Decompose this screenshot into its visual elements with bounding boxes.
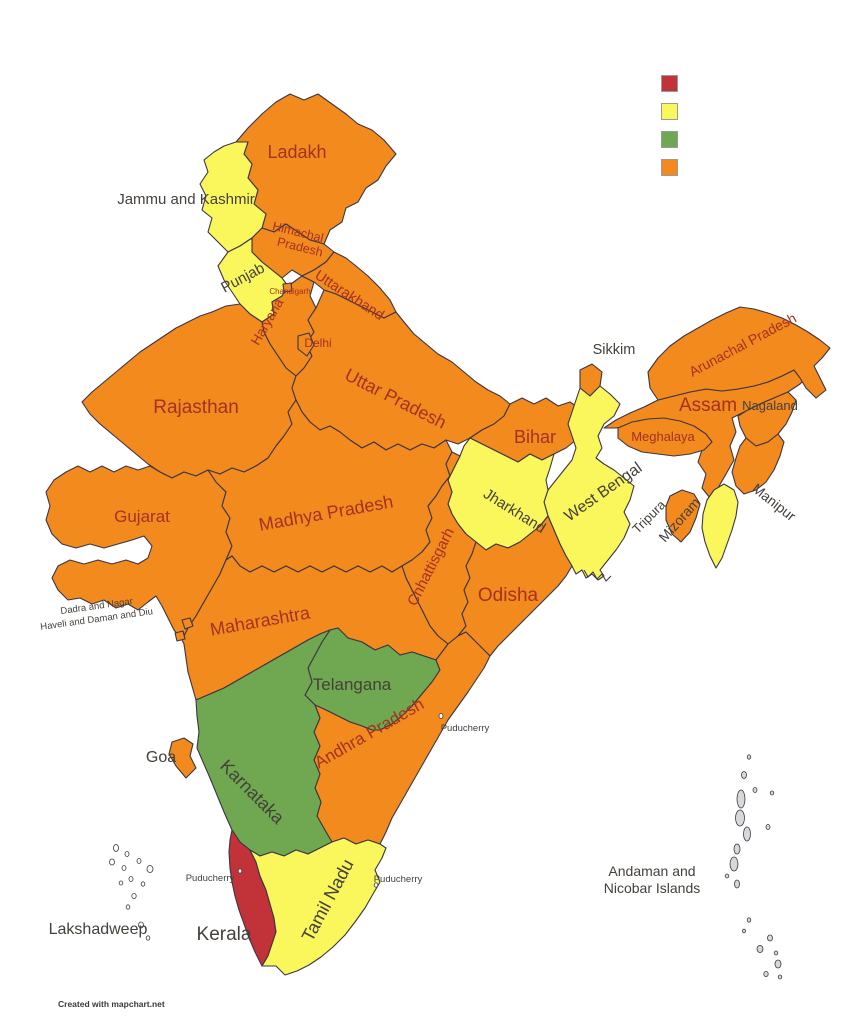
region-label-puducherry: Puducherry	[441, 723, 490, 734]
region-nagaland[interactable]	[737, 391, 797, 447]
region-lakshadweep[interactable]	[121, 865, 127, 871]
legend-swatch-red[interactable]	[661, 75, 678, 92]
region-andaman-and-nicobar-islands[interactable]	[769, 790, 775, 796]
region-mizoram[interactable]	[701, 483, 739, 569]
region-lakshadweep[interactable]	[138, 921, 144, 929]
region-lakshadweep[interactable]	[131, 893, 137, 900]
region-arunachal-pradesh[interactable]	[647, 306, 831, 401]
region-label-rajasthan: Rajasthan	[153, 397, 239, 418]
region-andaman-and-nicobar-islands[interactable]	[774, 959, 782, 969]
region-andaman-and-nicobar-islands[interactable]	[724, 873, 730, 879]
region-delhi[interactable]	[297, 332, 315, 357]
region-andaman-and-nicobar-islands[interactable]	[743, 826, 751, 842]
region-label-delhi: Delhi	[304, 336, 331, 350]
region-manipur[interactable]	[731, 433, 785, 495]
region-label-chandigarh: Chandigarh	[269, 287, 310, 296]
region-andaman-and-nicobar-islands[interactable]	[729, 856, 739, 872]
region-andaman-and-nicobar-islands[interactable]	[746, 754, 752, 760]
region-goa[interactable]	[168, 737, 197, 779]
region-lakshadweep[interactable]	[128, 876, 134, 882]
region-meghalaya[interactable]	[617, 417, 713, 457]
region-west-bengal[interactable]	[543, 385, 635, 581]
region-label-andaman-and-nicobar-islands: Andaman and	[608, 863, 695, 879]
region-andaman-and-nicobar-islands[interactable]	[746, 917, 752, 923]
region-karnataka[interactable]	[195, 629, 333, 857]
region-label-goa: Goa	[146, 749, 176, 766]
region-andaman-and-nicobar-islands[interactable]	[763, 971, 769, 978]
region-lakshadweep[interactable]	[136, 858, 142, 864]
region-andaman-and-nicobar-islands[interactable]	[742, 928, 746, 934]
region-label-meghalaya: Meghalaya	[631, 429, 695, 444]
region-andaman-and-nicobar-islands[interactable]	[767, 934, 773, 942]
region-label-telangana: Telangana	[313, 675, 392, 694]
region-andaman-and-nicobar-islands[interactable]	[756, 945, 764, 953]
region-dadra-and-nagar-haveli-and-daman-and-diu[interactable]	[174, 630, 186, 642]
region-label-puducherry: Puducherry	[186, 873, 235, 884]
region-lakshadweep[interactable]	[140, 881, 146, 887]
region-andaman-and-nicobar-islands[interactable]	[734, 879, 740, 889]
region-puducherry[interactable]	[438, 713, 444, 719]
region-lakshadweep[interactable]	[145, 935, 151, 941]
legend-swatch-orange[interactable]	[661, 159, 678, 176]
region-lakshadweep[interactable]	[118, 880, 124, 886]
region-andaman-and-nicobar-islands[interactable]	[741, 771, 747, 779]
legend	[661, 75, 678, 176]
region-label-ladakh: Ladakh	[267, 142, 326, 162]
region-uttar-pradesh[interactable]	[291, 289, 511, 451]
region-andaman-and-nicobar-islands[interactable]	[777, 974, 783, 980]
region-label-andaman-and-nicobar-islands: Nicobar Islands	[604, 880, 701, 896]
legend-swatch-yellow[interactable]	[661, 103, 678, 120]
region-label-manipur: Manipur	[749, 480, 799, 524]
region-andaman-and-nicobar-islands[interactable]	[773, 950, 779, 956]
region-tamil-nadu[interactable]	[249, 837, 387, 976]
region-lakshadweep[interactable]	[146, 865, 154, 873]
region-label-gujarat: Gujarat	[114, 507, 170, 526]
region-jammu-and-kashmir[interactable]	[199, 141, 267, 253]
region-odisha[interactable]	[457, 515, 573, 657]
region-tripura[interactable]	[665, 489, 701, 543]
region-andaman-and-nicobar-islands[interactable]	[736, 789, 746, 809]
legend-swatch-green[interactable]	[661, 131, 678, 148]
region-label-lakshadweep: Lakshadweep	[49, 921, 148, 938]
region-andaman-and-nicobar-islands[interactable]	[752, 787, 758, 793]
region-dadra-and-nagar-haveli-and-daman-and-diu[interactable]	[181, 617, 194, 630]
region-label-puducherry: Puducherry	[374, 874, 423, 885]
region-label-assam: Assam	[679, 395, 737, 416]
region-label-bihar: Bihar	[514, 427, 556, 447]
region-puducherry[interactable]	[373, 882, 379, 888]
region-lakshadweep[interactable]	[124, 851, 130, 857]
region-label-nagaland: Nagaland	[742, 398, 798, 413]
region-label-jammu-and-kashmir: Jammu and Kashmir	[117, 191, 255, 208]
region-label-sikkim: Sikkim	[593, 342, 636, 358]
region-label-odisha: Odisha	[478, 585, 539, 606]
region-lakshadweep[interactable]	[113, 844, 119, 852]
attribution-text: Created with mapchart.net	[58, 999, 165, 1009]
region-lakshadweep[interactable]	[109, 858, 115, 866]
region-andaman-and-nicobar-islands[interactable]	[735, 809, 745, 827]
region-lakshadweep[interactable]	[125, 904, 131, 910]
region-andaman-and-nicobar-islands[interactable]	[733, 843, 741, 855]
region-label-kerala: Kerala	[197, 924, 252, 945]
region-puducherry[interactable]	[237, 868, 243, 874]
region-andaman-and-nicobar-islands[interactable]	[765, 824, 771, 830]
region-chandigarh[interactable]	[282, 282, 293, 293]
sundarbans-delta-fringe	[583, 569, 612, 582]
